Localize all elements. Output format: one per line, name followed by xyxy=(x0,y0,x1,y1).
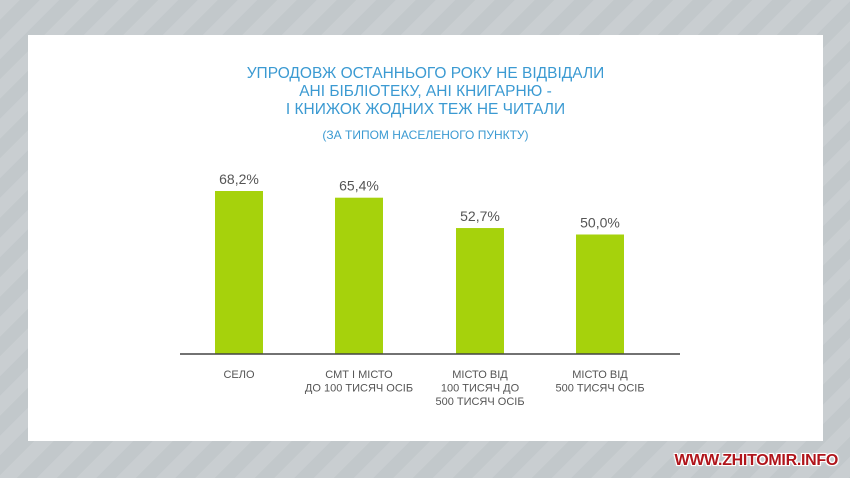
category-label: 500 ТИСЯЧ ОСІБ xyxy=(555,383,644,395)
title-line: І КНИЖОК ЖОДНИХ ТЕЖ НЕ ЧИТАЛИ xyxy=(285,101,566,118)
chart-subtitle: (ЗА ТИПОМ НАСЕЛЕНОГО ПУНКТУ) xyxy=(322,128,529,142)
value-label: 50,0% xyxy=(580,215,620,231)
bar xyxy=(215,191,263,354)
title-line: АНІ БІБЛІОТЕКУ, АНІ КНИГАРНЮ - xyxy=(299,83,552,100)
chart-title: УПРОДОВЖ ОСТАННЬОГО РОКУ НЕ ВІДВІДАЛИ АН… xyxy=(28,65,823,119)
value-label: 52,7% xyxy=(460,208,500,224)
category-label: ДО 100 ТИСЯЧ ОСІБ xyxy=(305,383,413,395)
watermark: WWW.ZHITOMIR.INFO xyxy=(674,452,839,469)
bar xyxy=(335,197,383,354)
category-label: СЕЛО xyxy=(223,369,254,381)
category-label: СМТ І МІСТО xyxy=(325,369,393,381)
chart-card: УПРОДОВЖ ОСТАННЬОГО РОКУ НЕ ВІДВІДАЛИ АН… xyxy=(28,35,823,441)
value-label: 68,2% xyxy=(219,171,259,187)
category-label: МІСТО ВІД xyxy=(452,369,508,381)
category-label: МІСТО ВІД xyxy=(572,369,628,381)
value-label: 65,4% xyxy=(339,178,379,194)
title-line: УПРОДОВЖ ОСТАННЬОГО РОКУ НЕ ВІДВІДАЛИ xyxy=(246,65,605,82)
category-label: 100 ТИСЯЧ ДО xyxy=(441,383,520,395)
bar xyxy=(456,228,504,354)
category-label: 500 ТИСЯЧ ОСІБ xyxy=(435,396,524,408)
bar xyxy=(576,234,624,354)
